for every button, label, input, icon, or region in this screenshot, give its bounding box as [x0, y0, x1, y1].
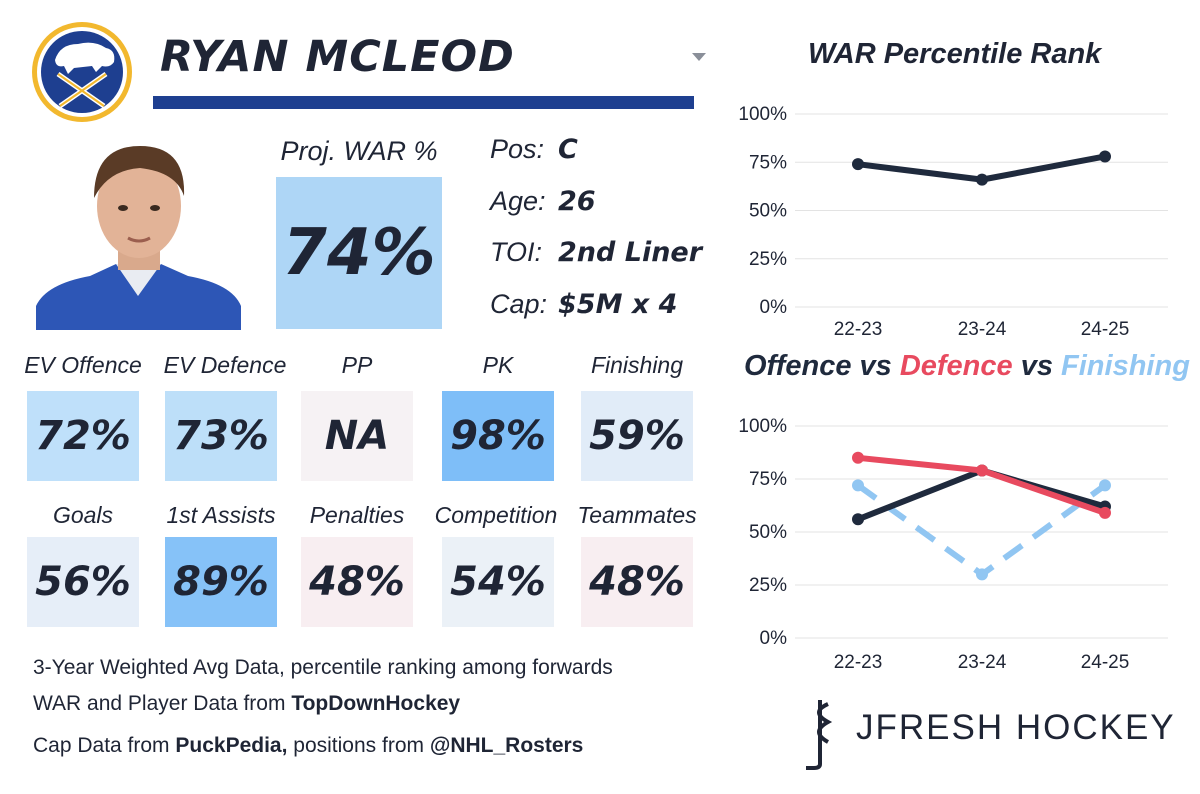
footnote-cap-mid: positions from [287, 734, 430, 757]
stat-value-finishing: 59% [581, 391, 693, 481]
data-point [976, 568, 988, 581]
data-point [852, 158, 864, 171]
chart2-title-vs-2: vs [1012, 350, 1062, 382]
stat-value-ev-defence: 73% [165, 391, 277, 481]
footnote-methodology: 3-Year Weighted Avg Data, percentile ran… [33, 656, 613, 680]
stat-value-ev-offence: 72% [27, 391, 139, 481]
footnote-methodology-text: 3-Year Weighted Avg Data, percentile ran… [33, 656, 613, 679]
stat-label-1st-assists: 1st Assists [166, 502, 276, 528]
info-toi-value: 2nd Liner [558, 237, 703, 268]
chart2-title-vs-1: vs [851, 350, 900, 382]
y-tick-label: 75% [749, 469, 787, 490]
footnote-war-source: WAR and Player Data from TopDownHockey [33, 692, 460, 716]
y-tick-label: 100% [738, 416, 787, 437]
x-tick-label: 24-25 [1081, 652, 1130, 673]
hockey-stick-logo-icon [800, 698, 840, 774]
info-age-value: 26 [558, 186, 596, 217]
name-underline-bar [153, 96, 694, 109]
source-puckpedia: PuckPedia, [175, 734, 288, 757]
stat-label-ev-offence: EV Offence [24, 352, 142, 378]
footnote-cap-source: Cap Data from PuckPedia, positions from … [33, 734, 583, 758]
info-age-key: Age: [490, 186, 546, 216]
y-tick-label: 50% [749, 522, 787, 543]
proj-war-value: 74% [276, 177, 442, 329]
data-point [1099, 506, 1111, 519]
stat-value-teammates: 48% [581, 537, 693, 627]
info-cap-key: Cap: [490, 289, 548, 319]
chart1-title: WAR Percentile Rank [808, 38, 1102, 70]
stat-label-teammates: Teammates [577, 502, 697, 528]
y-tick-label: 0% [760, 297, 788, 318]
y-tick-label: 75% [749, 152, 787, 173]
info-pos-key: Pos: [490, 134, 545, 164]
chart2-title-defence: Defence [899, 350, 1013, 382]
stat-value-1st-assists: 89% [165, 537, 277, 627]
stat-label-pk: PK [482, 352, 514, 378]
dropdown-caret-icon[interactable] [692, 53, 706, 61]
source-nhl-rosters: @NHL_Rosters [429, 734, 584, 757]
proj-war-label: Proj. WAR % [280, 136, 438, 166]
data-point [1099, 479, 1111, 492]
brand-name: JFRESH HOCKEY [856, 708, 1176, 747]
chart2-title-offence: Offence [744, 350, 852, 382]
stat-label-goals: Goals [52, 502, 114, 528]
stat-value-penalties: 48% [301, 537, 413, 627]
team-logo-icon [30, 20, 134, 124]
stat-value-pp: NA [301, 391, 413, 481]
data-point [852, 513, 864, 526]
stat-label-penalties: Penalties [309, 502, 405, 528]
chart2-title: Offence vs Defence vs Finishing [744, 350, 1190, 383]
stat-label-competition: Competition [434, 502, 558, 528]
footnote-war-prefix: WAR and Player Data from [33, 692, 292, 715]
war-percentile-chart: 0% 25% 50% 75% 100% 22-23 23-24 24-25 [738, 104, 1168, 340]
y-tick-label: 50% [749, 201, 787, 222]
data-point [852, 479, 864, 492]
y-tick-label: 100% [738, 104, 787, 125]
data-point [1099, 150, 1111, 163]
offence-defence-finishing-chart: 0% 25% 50% 75% 100% 22-23 23-24 24-25 [738, 416, 1168, 673]
data-point [852, 451, 864, 464]
x-tick-label: 22-23 [834, 319, 883, 340]
footnote-cap-prefix: Cap Data from [33, 734, 176, 757]
x-tick-label: 23-24 [958, 652, 1007, 673]
x-tick-label: 24-25 [1081, 319, 1130, 340]
source-topdownhockey: TopDownHockey [291, 692, 461, 715]
info-cap-value: $5M x 4 [558, 289, 678, 320]
y-tick-label: 25% [749, 249, 787, 270]
y-tick-label: 0% [760, 628, 788, 649]
data-point [976, 173, 988, 186]
data-point [976, 464, 988, 477]
stat-value-goals: 56% [27, 537, 139, 627]
chart2-title-finishing: Finishing [1061, 350, 1190, 382]
info-toi-key: TOI: [490, 237, 543, 267]
info-pos-value: C [558, 134, 578, 165]
x-tick-label: 22-23 [834, 652, 883, 673]
stat-label-finishing: Finishing [590, 352, 684, 378]
x-tick-label: 23-24 [958, 319, 1007, 340]
stat-label-pp: PP [341, 352, 373, 378]
stat-label-ev-defence: EV Defence [163, 352, 287, 378]
player-photo [36, 138, 241, 330]
y-tick-label: 25% [749, 575, 787, 596]
stat-value-pk: 98% [442, 391, 554, 481]
player-name: RYAN MCLEOD [160, 32, 515, 82]
stat-value-competition: 54% [442, 537, 554, 627]
